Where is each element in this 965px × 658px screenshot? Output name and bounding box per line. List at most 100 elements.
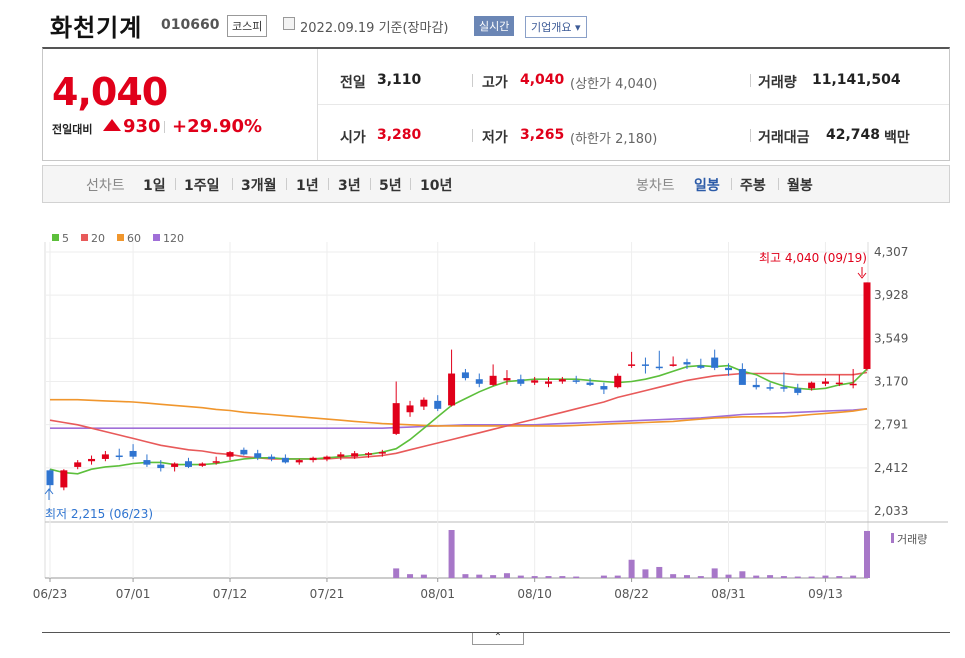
- volume-bar: [462, 574, 469, 578]
- candle-body: [572, 380, 580, 382]
- period-3m[interactable]: 3개월: [241, 178, 277, 194]
- divider: [232, 178, 233, 190]
- period-1y[interactable]: 1년: [296, 178, 319, 194]
- divider: [175, 178, 176, 190]
- period-1d[interactable]: 1일: [143, 178, 166, 194]
- volume-bar: [711, 568, 718, 578]
- period-10y[interactable]: 10년: [420, 178, 453, 194]
- company-info-dropdown[interactable]: 기업개요 ▾: [525, 16, 587, 38]
- volume-label: 거래량: [758, 75, 797, 91]
- candle-body: [628, 364, 636, 366]
- volume-bar: [739, 571, 746, 578]
- volume-bar: [573, 576, 580, 578]
- candle-body: [503, 378, 511, 381]
- candle-body: [198, 463, 206, 466]
- period-3y[interactable]: 3년: [338, 178, 361, 194]
- realtime-button[interactable]: 실시간: [474, 16, 515, 36]
- volume-bar: [490, 575, 497, 578]
- volume-bar: [393, 568, 400, 578]
- candle-body: [475, 379, 483, 384]
- amount-value: 42,748: [826, 127, 881, 143]
- legend-label: 20: [91, 232, 105, 245]
- base-date: 2022.09.19 기준(장마감): [300, 21, 449, 36]
- candle-body: [517, 379, 525, 384]
- candle-body: [669, 364, 677, 366]
- volume-bar: [614, 575, 621, 578]
- candle-body: [821, 381, 829, 384]
- low-label: 저가: [482, 130, 508, 146]
- candle-body: [240, 449, 248, 455]
- x-tick-label: 07/12: [213, 587, 248, 601]
- volume-bar: [725, 574, 732, 578]
- candle-body: [351, 453, 359, 457]
- candle-body: [337, 454, 345, 457]
- candle-body: [115, 455, 123, 458]
- y-tick-label: 3,928: [874, 288, 908, 302]
- candle-body: [129, 450, 137, 457]
- candle-daily[interactable]: 일봉: [694, 178, 720, 194]
- prev-close-value: 3,110: [377, 72, 422, 88]
- volume-bar: [697, 576, 704, 578]
- volume-bar: [767, 575, 774, 578]
- period-5y[interactable]: 5년: [379, 178, 402, 194]
- divider: [750, 129, 751, 142]
- volume-bar: [864, 530, 870, 578]
- quote-box: [42, 47, 950, 161]
- legend-label: 60: [127, 232, 141, 245]
- volume-bar: [517, 575, 524, 578]
- divider: [731, 178, 732, 190]
- candle-body: [835, 382, 843, 385]
- max-annotation: 최고 4,040 (09/19): [759, 251, 867, 265]
- volume-bar: [850, 575, 857, 578]
- ma20-line: [49, 371, 868, 460]
- line-chart-label: 선차트: [86, 178, 125, 194]
- candle-body: [794, 388, 802, 393]
- expand-chart-button[interactable]: ⌃: [472, 633, 524, 645]
- candle-monthly[interactable]: 월봉: [787, 178, 813, 194]
- x-tick-label: 08/10: [517, 587, 552, 601]
- divider: [410, 178, 411, 190]
- candle-body: [364, 453, 372, 455]
- candle-body: [184, 461, 192, 467]
- chart-toolbar: [42, 165, 950, 203]
- divider: [750, 74, 751, 87]
- candle-body: [88, 458, 96, 462]
- candle-body: [295, 460, 303, 463]
- candle-body: [849, 383, 857, 386]
- high-value: 4,040: [520, 72, 565, 88]
- y-tick-label: 2,033: [874, 504, 908, 518]
- divider: [370, 178, 371, 190]
- open-value: 3,280: [377, 127, 422, 143]
- amount-label: 거래대금: [758, 130, 810, 146]
- y-tick-label: 3,170: [874, 375, 908, 389]
- candle-body: [558, 379, 566, 382]
- change-rate: +29.90%: [172, 116, 263, 137]
- divider: [317, 49, 318, 160]
- divider: [42, 632, 950, 633]
- volume-bar: [656, 566, 663, 578]
- candle-body: [254, 453, 262, 458]
- legend-label: 120: [163, 232, 184, 245]
- candle-weekly[interactable]: 주봉: [740, 178, 766, 194]
- period-1w[interactable]: 1주일: [184, 178, 220, 194]
- candle-body: [738, 368, 746, 385]
- candle-body: [378, 452, 386, 454]
- volume-bar: [753, 575, 760, 578]
- candle-body: [600, 386, 608, 390]
- candle-body: [434, 400, 442, 409]
- candle-body: [489, 375, 497, 385]
- candle-body: [60, 470, 68, 488]
- y-tick-label: 3,549: [874, 331, 908, 345]
- change-amount: 930: [123, 116, 161, 137]
- volume-bar: [642, 569, 649, 578]
- x-tick-label: 08/22: [614, 587, 649, 601]
- legend-swatch: [52, 234, 59, 241]
- divider: [472, 129, 473, 142]
- candle-body: [586, 382, 594, 385]
- current-price: 4,040: [52, 70, 168, 114]
- x-tick-label: 08/01: [420, 587, 455, 601]
- candle-body: [780, 387, 788, 389]
- volume-bar: [628, 559, 635, 578]
- volume-bar: [531, 576, 538, 578]
